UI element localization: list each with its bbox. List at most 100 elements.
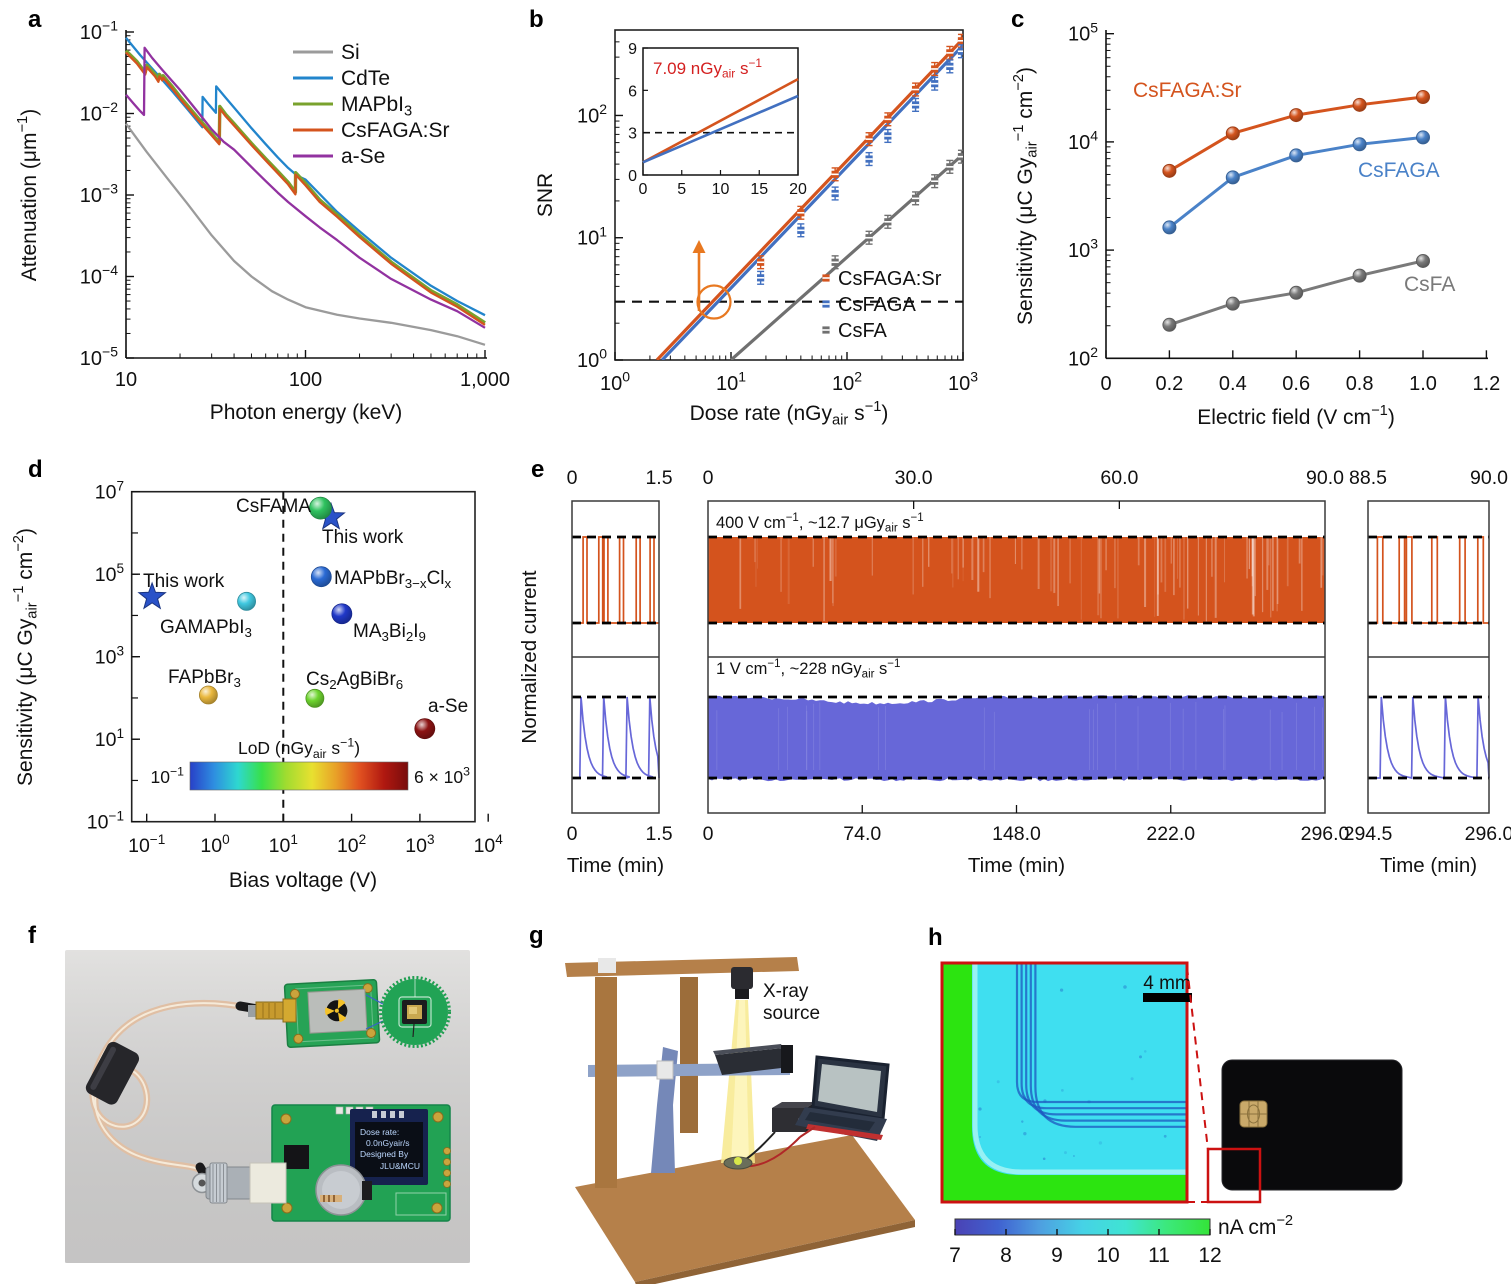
svg-text:148.0: 148.0 bbox=[992, 823, 1041, 845]
svg-text:0.4: 0.4 bbox=[1219, 373, 1247, 395]
svg-text:1.5: 1.5 bbox=[645, 823, 672, 845]
svg-text:102: 102 bbox=[337, 832, 366, 857]
svg-text:SNR: SNR bbox=[534, 173, 557, 217]
svg-text:CsFAMA: CsFAMA bbox=[236, 496, 311, 517]
svg-text:101: 101 bbox=[95, 726, 124, 751]
svg-text:0: 0 bbox=[1100, 373, 1111, 395]
svg-text:CdTe: CdTe bbox=[341, 67, 390, 90]
svg-text:Time (min): Time (min) bbox=[567, 854, 664, 877]
svg-text:Time (min): Time (min) bbox=[1380, 854, 1477, 877]
svg-text:GAMAPbI3: GAMAPbI3 bbox=[160, 617, 252, 640]
svg-text:10: 10 bbox=[1096, 1244, 1119, 1267]
svg-text:0.8: 0.8 bbox=[1346, 373, 1374, 395]
svg-text:12: 12 bbox=[1198, 1244, 1221, 1267]
svg-text:10−4: 10−4 bbox=[80, 262, 118, 288]
panel-c-sensitivity-chart: 0 0.2 0.4 0.6 0.8 1.0 1.2 102 103 104 105 CsFAGA:Sr… bbox=[1011, 19, 1500, 429]
svg-text:400 V cm−1, ~12.7 μGyair s−1: 400 V cm−1, ~12.7 μGyair s−1 bbox=[716, 512, 924, 535]
svg-text:74.0: 74.0 bbox=[843, 823, 881, 845]
svg-text:source: source bbox=[763, 1003, 820, 1024]
svg-text:X-ray: X-ray bbox=[763, 981, 809, 1002]
svg-text:0.2: 0.2 bbox=[1155, 373, 1183, 395]
svg-text:0.6: 0.6 bbox=[1282, 373, 1310, 395]
svg-text:11: 11 bbox=[1148, 1244, 1170, 1267]
svg-text:15: 15 bbox=[750, 181, 768, 198]
svg-text:9: 9 bbox=[628, 41, 637, 58]
panel-f-letter: f bbox=[28, 922, 36, 949]
svg-text:Designed By: Designed By bbox=[360, 1149, 409, 1159]
svg-text:0: 0 bbox=[639, 181, 648, 198]
svg-text:103: 103 bbox=[95, 644, 124, 669]
svg-text:104: 104 bbox=[474, 832, 504, 857]
svg-text:20: 20 bbox=[789, 181, 807, 198]
svg-text:Normalized current: Normalized current bbox=[520, 570, 541, 743]
svg-text:MA3Bi2I9: MA3Bi2I9 bbox=[353, 621, 426, 644]
svg-text:a-Se: a-Se bbox=[428, 696, 468, 717]
svg-text:296.0: 296.0 bbox=[1301, 823, 1350, 845]
svg-text:CsFAGA: CsFAGA bbox=[1358, 159, 1440, 182]
svg-text:102: 102 bbox=[577, 101, 607, 127]
svg-text:7.09 nGyair s−1: 7.09 nGyair s−1 bbox=[653, 56, 762, 81]
panel-e-stability-traces: 0 1.5 0 1.5 Time (min) 0 30.0 60.0 90.0 0 74.0 148.… bbox=[520, 467, 1511, 877]
svg-text:294.5: 294.5 bbox=[1344, 823, 1393, 845]
svg-text:7: 7 bbox=[949, 1244, 961, 1267]
svg-text:105: 105 bbox=[1068, 19, 1098, 45]
svg-text:9: 9 bbox=[1051, 1244, 1063, 1267]
svg-text:8: 8 bbox=[1000, 1244, 1012, 1267]
svg-text:1.0: 1.0 bbox=[1409, 373, 1437, 395]
svg-text:10: 10 bbox=[712, 181, 730, 198]
svg-text:CsFA: CsFA bbox=[1404, 273, 1455, 296]
svg-text:6 × 103: 6 × 103 bbox=[414, 765, 470, 787]
svg-text:104: 104 bbox=[1068, 128, 1098, 154]
svg-text:This work: This work bbox=[143, 571, 225, 592]
svg-text:100: 100 bbox=[577, 346, 607, 372]
panel-h-xray-image: 4 mm 7 8 9 10 11 12 nA cm−2 bbox=[940, 961, 1403, 1267]
svg-text:10−3: 10−3 bbox=[80, 181, 118, 207]
svg-text:Dose rate (nGyair s−1): Dose rate (nGyair s−1) bbox=[690, 399, 889, 428]
svg-text:0: 0 bbox=[567, 823, 578, 845]
svg-text:Sensitivity (μC Gyair−1 cm−2): Sensitivity (μC Gyair−1 cm−2) bbox=[11, 528, 40, 786]
svg-text:0: 0 bbox=[628, 168, 637, 185]
svg-text:CsFAGA:Sr: CsFAGA:Sr bbox=[838, 268, 942, 290]
panel-a-attenuation-chart: 10 100 1,000 10−1 10−2 10−3 10−4 10−5 Si CdTe MAPb… bbox=[15, 18, 510, 424]
svg-text:10−1: 10−1 bbox=[128, 832, 165, 857]
svg-text:Electric field (V cm−1): Electric field (V cm−1) bbox=[1197, 403, 1395, 429]
panel-g-letter: g bbox=[529, 922, 544, 949]
svg-text:10−1: 10−1 bbox=[80, 18, 118, 44]
svg-text:102: 102 bbox=[832, 369, 862, 395]
svg-text:101: 101 bbox=[716, 369, 746, 395]
svg-text:Si: Si bbox=[341, 41, 360, 64]
svg-text:Photon energy (keV): Photon energy (keV) bbox=[210, 401, 403, 424]
svg-text:0: 0 bbox=[703, 467, 714, 489]
panel-b-snr-chart: 100 101 102 103100101102CsFAGA:SrCsFAGACsFA… bbox=[534, 29, 978, 429]
svg-text:1.5: 1.5 bbox=[645, 467, 672, 489]
svg-text:1,000: 1,000 bbox=[460, 369, 510, 391]
svg-text:CsFAGA:Sr: CsFAGA:Sr bbox=[341, 119, 450, 142]
panel-a-letter: a bbox=[28, 6, 42, 33]
svg-text:10−1: 10−1 bbox=[87, 809, 124, 834]
svg-text:103: 103 bbox=[1068, 236, 1098, 262]
svg-text:CsFA: CsFA bbox=[838, 320, 888, 342]
svg-text:107: 107 bbox=[95, 479, 124, 504]
svg-text:LoD (nGyair s−1): LoD (nGyair s−1) bbox=[238, 736, 360, 761]
svg-text:102: 102 bbox=[1068, 344, 1098, 370]
panel-b-letter: b bbox=[529, 6, 544, 33]
svg-text:0: 0 bbox=[703, 823, 714, 845]
panel-h-letter: h bbox=[928, 924, 943, 951]
svg-text:Sensitivity (μC Gyair−1 cm−2): Sensitivity (μC Gyair−1 cm−2) bbox=[1011, 67, 1040, 325]
panel-d-benchmark-scatter: 10−1 100 101 102 103 104 10−1 101 103 105 107 LoD (… bbox=[11, 479, 504, 893]
svg-text:0.0nGyair/s: 0.0nGyair/s bbox=[366, 1138, 409, 1148]
svg-text:101: 101 bbox=[269, 832, 298, 857]
svg-text:Attenuation (μm−1): Attenuation (μm−1) bbox=[15, 109, 41, 281]
svg-text:103: 103 bbox=[948, 369, 978, 395]
svg-text:90.0: 90.0 bbox=[1470, 467, 1508, 489]
panel-d-letter: d bbox=[28, 456, 43, 483]
svg-text:4 mm: 4 mm bbox=[1143, 973, 1191, 994]
svg-text:10−2: 10−2 bbox=[80, 99, 118, 125]
svg-text:3: 3 bbox=[628, 126, 637, 143]
svg-text:MAPbI3: MAPbI3 bbox=[341, 93, 412, 120]
svg-text:0: 0 bbox=[567, 467, 578, 489]
svg-text:10: 10 bbox=[115, 369, 137, 391]
